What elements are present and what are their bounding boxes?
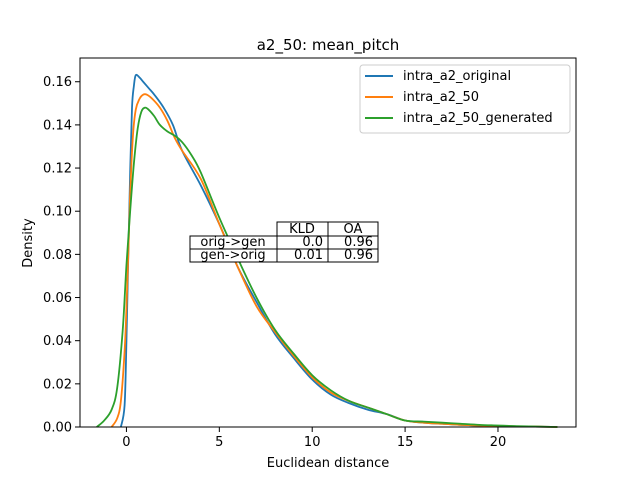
- table-value-gen-orig-kld: 0.01: [294, 248, 323, 263]
- y-tick-label: 0.04: [43, 334, 72, 349]
- table-header-kld: KLD: [289, 222, 315, 237]
- y-tick-label: 0.08: [43, 248, 72, 263]
- y-tick-label: 0.14: [43, 118, 72, 133]
- x-tick-label: 20: [490, 435, 507, 450]
- x-axis-ticks: 0 5 10 15 20: [122, 427, 506, 450]
- table-value-orig-gen-kld: 0.0: [302, 235, 323, 250]
- stats-table: KLD OA orig->gen 0.0 0.96 gen->orig 0.01…: [189, 221, 379, 263]
- y-tick-label: 0.06: [43, 291, 72, 306]
- legend-label-intra-a2-original: intra_a2_original: [403, 69, 511, 84]
- y-axis-ticks: 0.00 0.02 0.04 0.06 0.08 0.10 0.12 0.14 0.16: [43, 75, 80, 436]
- table-row-label-gen-orig: gen->orig: [200, 248, 265, 263]
- chart-title: a2_50: mean_pitch: [257, 36, 400, 55]
- table-value-gen-orig-oa: 0.96: [344, 248, 373, 263]
- y-tick-label: 0.12: [43, 162, 72, 177]
- x-tick-label: 15: [397, 435, 414, 450]
- series-line-intra-a2-50: [110, 93, 558, 428]
- y-tick-label: 0.02: [43, 377, 72, 392]
- series-line-intra-a2-50-generated: [96, 106, 558, 428]
- x-axis-label: Euclidean distance: [267, 456, 390, 471]
- legend-label-intra-a2-50: intra_a2_50: [403, 90, 479, 105]
- x-tick-label: 0: [122, 435, 130, 450]
- x-tick-label: 10: [304, 435, 321, 450]
- table-value-orig-gen-oa: 0.96: [344, 235, 373, 250]
- y-tick-label: 0.10: [43, 205, 72, 220]
- table-cell: [327, 248, 379, 263]
- plot-frame: [79, 57, 577, 428]
- y-tick-label: 0.00: [43, 421, 72, 436]
- legend-frame: [359, 64, 571, 134]
- legend: intra_a2_original intra_a2_50 intra_a2_5…: [359, 64, 571, 134]
- x-tick-label: 5: [215, 435, 223, 450]
- y-tick-label: 0.16: [43, 75, 72, 90]
- table-row-label-orig-gen: orig->gen: [200, 235, 265, 250]
- y-axis-label: Density: [21, 218, 36, 268]
- table-header-oa: OA: [344, 222, 363, 237]
- legend-label-intra-a2-50-generated: intra_a2_50_generated: [403, 111, 553, 126]
